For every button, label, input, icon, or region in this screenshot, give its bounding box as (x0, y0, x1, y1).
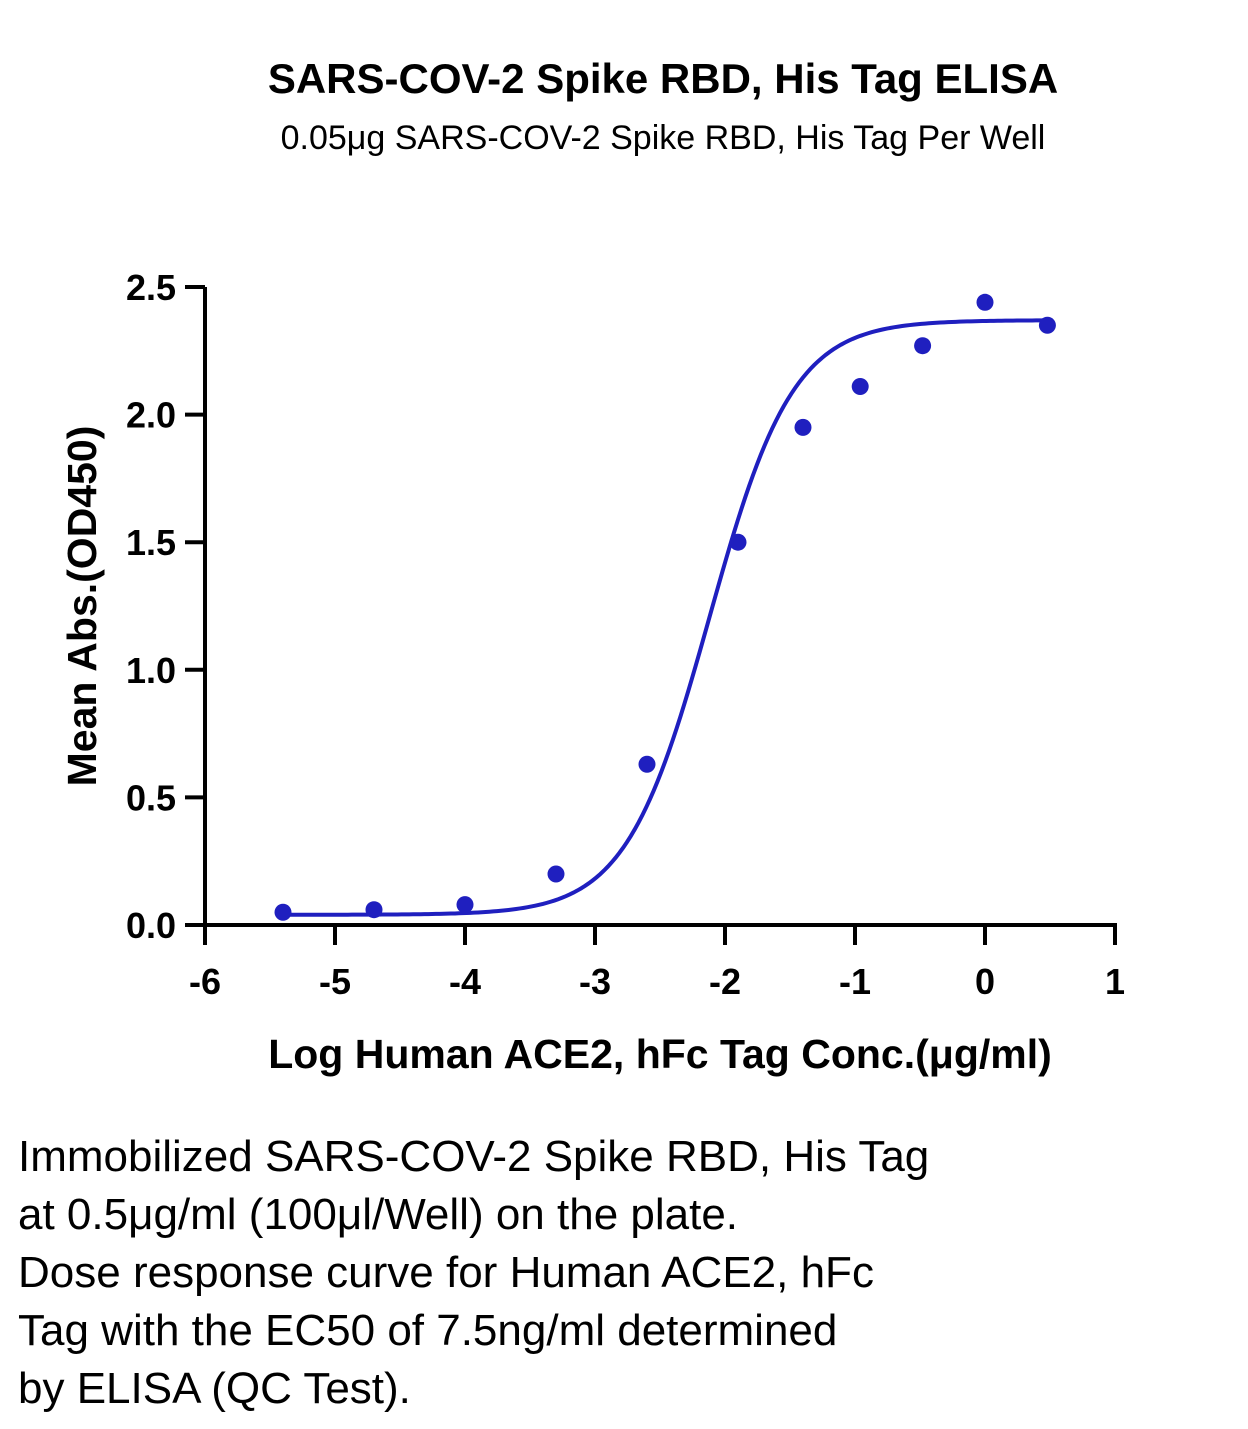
x-tick-label: 0 (975, 961, 995, 1002)
y-ticks: 0.0 0.5 1.0 1.5 2.0 2.5 (126, 267, 205, 946)
data-points (274, 293, 1056, 921)
caption-line: at 0.5μg/ml (100μl/Well) on the plate. (18, 1190, 739, 1239)
x-tick-label: -3 (579, 961, 611, 1002)
data-point (274, 903, 292, 921)
x-tick-label: 1 (1105, 961, 1125, 1002)
data-point (1038, 316, 1056, 334)
data-point (729, 533, 747, 551)
y-tick-label: 0.0 (126, 905, 176, 946)
y-tick-label: 1.0 (126, 650, 176, 691)
y-axis-label: Mean Abs.(OD450) (59, 426, 105, 787)
y-tick-label: 2.0 (126, 395, 176, 436)
data-point (794, 418, 812, 436)
x-axis-label: Log Human ACE2, hFc Tag Conc.(μg/ml) (268, 1031, 1052, 1077)
caption-line: by ELISA (QC Test). (18, 1364, 411, 1413)
data-point (365, 901, 383, 919)
figure-caption: Immobilized SARS-COV-2 Spike RBD, His Ta… (18, 1128, 1238, 1418)
x-tick-label: -1 (839, 961, 871, 1002)
y-tick-label: 0.5 (126, 777, 176, 818)
x-tick-label: -5 (319, 961, 351, 1002)
x-tick-label: -4 (449, 961, 481, 1002)
data-point (547, 865, 565, 883)
data-point (456, 896, 474, 914)
chart-subtitle: 0.05μg SARS-COV-2 Spike RBD, His Tag Per… (281, 119, 1046, 157)
fit-curve (283, 318, 1048, 917)
caption-line: Immobilized SARS-COV-2 Spike RBD, His Ta… (18, 1132, 930, 1181)
x-tick-label: -6 (189, 961, 221, 1002)
elisa-chart: SARS-COV-2 Spike RBD, His Tag ELISA 0.05… (59, 55, 1125, 1077)
x-tick-label: -2 (709, 961, 741, 1002)
y-tick-label: 1.5 (126, 522, 176, 563)
data-point (638, 755, 656, 773)
data-point (851, 378, 869, 396)
data-point (914, 337, 932, 355)
x-ticks: -6 -5 -4 -3 -2 -1 0 1 (189, 925, 1125, 1002)
axes (203, 287, 1117, 927)
y-tick-label: 2.5 (126, 267, 176, 308)
data-point (976, 293, 994, 311)
caption-line: Dose response curve for Human ACE2, hFc (18, 1248, 874, 1297)
caption-line: Tag with the EC50 of 7.5ng/ml determined (18, 1306, 838, 1355)
chart-title: SARS-COV-2 Spike RBD, His Tag ELISA (268, 55, 1058, 102)
